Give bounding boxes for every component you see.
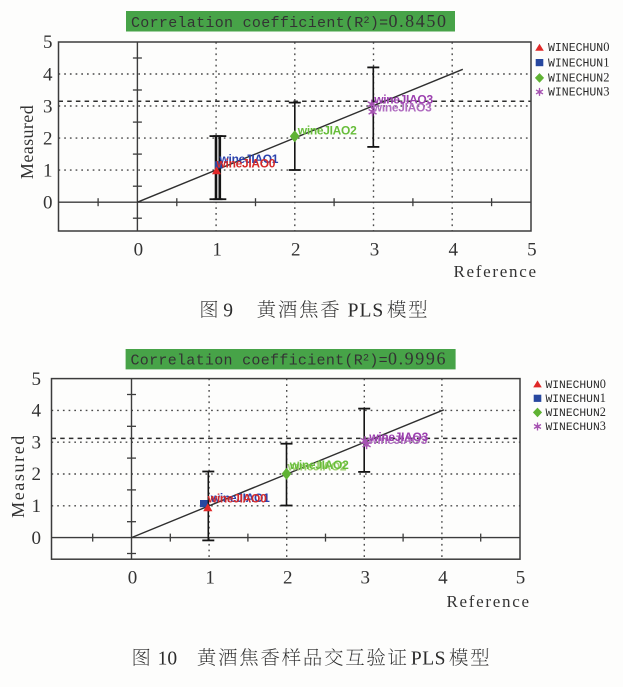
svg-text:wineJIAO1: wineJIAO1 bbox=[210, 491, 270, 505]
svg-text:wineJIAO3: wineJIAO3 bbox=[367, 433, 427, 447]
svg-text:WINECHUN2: WINECHUN2 bbox=[548, 71, 609, 86]
svg-text:3: 3 bbox=[370, 239, 380, 260]
svg-text:3: 3 bbox=[32, 432, 42, 453]
svg-text:wineJIAO0: wineJIAO0 bbox=[216, 157, 276, 171]
svg-text:5: 5 bbox=[43, 32, 53, 53]
svg-text:Correlation coefficient(R2)=0.: Correlation coefficient(R2)=0.9996 bbox=[131, 349, 448, 370]
svg-text:Measured: Measured bbox=[17, 105, 37, 179]
svg-text:Reference: Reference bbox=[447, 592, 531, 611]
svg-text:5: 5 bbox=[527, 239, 537, 260]
svg-text:WINECHUN1: WINECHUN1 bbox=[548, 55, 609, 70]
svg-text:wineJIAO0: wineJIAO0 bbox=[207, 492, 267, 506]
svg-text:4: 4 bbox=[32, 401, 42, 422]
svg-text:1: 1 bbox=[32, 496, 42, 517]
svg-text:wineJIAO3: wineJIAO3 bbox=[368, 430, 428, 444]
svg-text:2: 2 bbox=[291, 239, 301, 260]
svg-text:PLS: PLS bbox=[348, 301, 385, 322]
svg-text:1: 1 bbox=[205, 567, 215, 588]
svg-text:wineJIAO2: wineJIAO2 bbox=[287, 460, 347, 474]
svg-text:3: 3 bbox=[361, 567, 371, 588]
svg-text:4: 4 bbox=[438, 567, 448, 588]
svg-text:0: 0 bbox=[128, 567, 138, 588]
svg-text:0: 0 bbox=[134, 239, 144, 260]
svg-text:wineJIAO1: wineJIAO1 bbox=[219, 152, 279, 166]
svg-text:2: 2 bbox=[43, 128, 53, 149]
svg-text:10: 10 bbox=[158, 649, 178, 670]
svg-text:5: 5 bbox=[32, 369, 42, 390]
svg-text:wineJIAO2: wineJIAO2 bbox=[289, 458, 349, 472]
svg-text:1: 1 bbox=[43, 160, 53, 181]
svg-text:WINECHUN0: WINECHUN0 bbox=[546, 377, 606, 392]
svg-text:Measured: Measured bbox=[8, 434, 28, 518]
svg-text:0: 0 bbox=[32, 528, 42, 549]
svg-text:WINECHUN1: WINECHUN1 bbox=[546, 391, 606, 406]
svg-text:2: 2 bbox=[283, 567, 293, 588]
svg-text:WINECHUN3: WINECHUN3 bbox=[546, 419, 606, 434]
svg-text:2: 2 bbox=[32, 464, 42, 485]
svg-text:Correlation coefficient(R2)=0.: Correlation coefficient(R2)=0.8450 bbox=[131, 11, 448, 32]
svg-text:wineJIAO2: wineJIAO2 bbox=[297, 124, 357, 138]
svg-text:PLS: PLS bbox=[411, 649, 446, 670]
svg-text:0: 0 bbox=[43, 192, 53, 213]
svg-text:WINECHUN3: WINECHUN3 bbox=[548, 85, 609, 100]
svg-text:WINECHUN2: WINECHUN2 bbox=[546, 405, 606, 420]
svg-text:9: 9 bbox=[223, 301, 233, 322]
svg-text:wineJIAO3: wineJIAO3 bbox=[372, 101, 432, 115]
svg-text:4: 4 bbox=[448, 239, 458, 260]
svg-text:4: 4 bbox=[43, 64, 53, 85]
svg-text:3: 3 bbox=[43, 96, 53, 117]
svg-text:Reference: Reference bbox=[454, 262, 538, 281]
svg-text:5: 5 bbox=[516, 567, 526, 588]
svg-text:wineJIAO3: wineJIAO3 bbox=[373, 92, 433, 106]
svg-text:WINECHUN0: WINECHUN0 bbox=[548, 40, 609, 55]
svg-text:1: 1 bbox=[212, 239, 222, 260]
